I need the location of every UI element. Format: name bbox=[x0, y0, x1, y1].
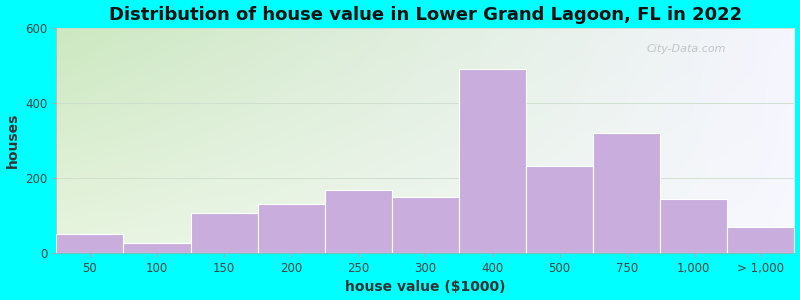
X-axis label: house value ($1000): house value ($1000) bbox=[345, 280, 506, 294]
Bar bbox=[459, 69, 526, 253]
Bar bbox=[258, 204, 325, 253]
Bar bbox=[56, 234, 123, 253]
Bar bbox=[392, 197, 459, 253]
Bar bbox=[325, 190, 392, 253]
Title: Distribution of house value in Lower Grand Lagoon, FL in 2022: Distribution of house value in Lower Gra… bbox=[109, 6, 742, 24]
Bar bbox=[190, 214, 258, 253]
Bar bbox=[123, 244, 190, 253]
Bar bbox=[727, 226, 794, 253]
Bar bbox=[593, 133, 660, 253]
Y-axis label: houses: houses bbox=[6, 113, 19, 168]
Bar bbox=[526, 166, 593, 253]
Bar bbox=[660, 199, 727, 253]
Text: City-Data.com: City-Data.com bbox=[647, 44, 726, 54]
